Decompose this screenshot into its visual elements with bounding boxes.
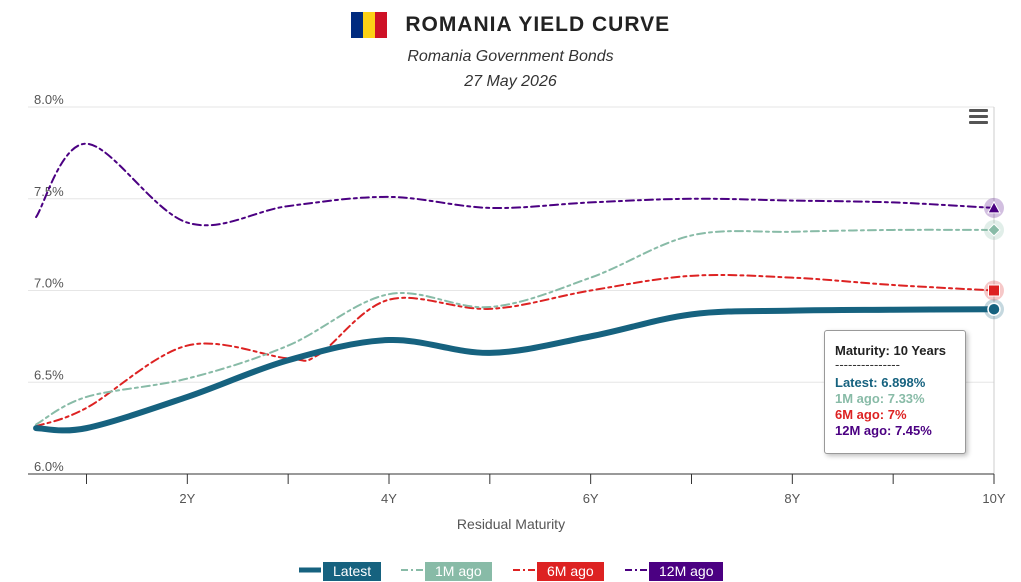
series-line-6m-ago (35, 273, 995, 428)
hamburger-menu-icon[interactable] (966, 106, 990, 128)
y-tick-label: 6.0% (34, 459, 64, 474)
x-tick-label: 2Y (179, 491, 195, 506)
series-line-1m-ago (35, 228, 995, 426)
legend-label-6m: 6M ago (537, 562, 604, 581)
x-axis-title: Residual Maturity (457, 516, 565, 532)
legend: Latest 1M ago 6M ago 12M ago (0, 561, 1021, 581)
marker-6m-ago (988, 284, 1000, 297)
x-tick-label: 6Y (583, 491, 599, 506)
chart-title-row: ROMANIA YIELD CURVE (0, 12, 1021, 38)
marker-1m-ago (987, 223, 1001, 237)
tooltip-row-1m: 1M ago: 7.33% (835, 391, 925, 406)
legend-label-latest: Latest (323, 562, 382, 581)
series-line-12m-ago (35, 142, 995, 227)
flag-stripe-red (374, 12, 387, 38)
tooltip-row-latest: Latest: 6.898% (835, 375, 926, 390)
y-tick-label: 8.0% (34, 92, 64, 107)
tooltip: Maturity: 10 Years --------------- Lates… (824, 330, 966, 454)
flag-stripe-blue (350, 12, 363, 38)
legend-label-12m: 12M ago (649, 562, 724, 581)
tooltip-separator: --------------- (835, 357, 900, 372)
axes: 6.0% 6.5% 7.0% 7.5% 8.0% 2Y 4Y 6Y 8Y 10Y Residual … (28, 92, 1006, 532)
x-tick-label: 4Y (381, 491, 397, 506)
y-tick-label: 6.5% (34, 367, 64, 382)
chart-title: ROMANIA YIELD CURVE (405, 13, 671, 36)
series-lines (33, 142, 997, 434)
marker-latest (987, 302, 1001, 316)
y-tick-label: 7.0% (34, 276, 64, 291)
chart-subtitle: Romania Government Bonds (407, 48, 614, 65)
legend-label-1m: 1M ago (425, 562, 492, 581)
tooltip-row-12m: 12M ago: 7.45% (835, 423, 932, 438)
yield-curve-chart: 6.0% 6.5% 7.0% 7.5% 8.0% 2Y 4Y 6Y 8Y 10Y Residual … (28, 92, 1006, 532)
tooltip-row-6m: 6M ago: 7% (835, 407, 907, 422)
tooltip-header: Maturity: 10 Years (835, 343, 947, 358)
y-tick-label: 7.5% (34, 184, 64, 199)
x-tick-label: 10Y (982, 491, 1005, 506)
romania-flag-icon (350, 12, 387, 38)
marker-12m-ago (987, 200, 1001, 214)
chart-date: 27 May 2026 (464, 73, 557, 90)
series-end-markers (984, 197, 1004, 320)
series-line-latest (33, 306, 997, 434)
flag-stripe-yellow (362, 12, 375, 38)
x-tick-label: 8Y (784, 491, 800, 506)
